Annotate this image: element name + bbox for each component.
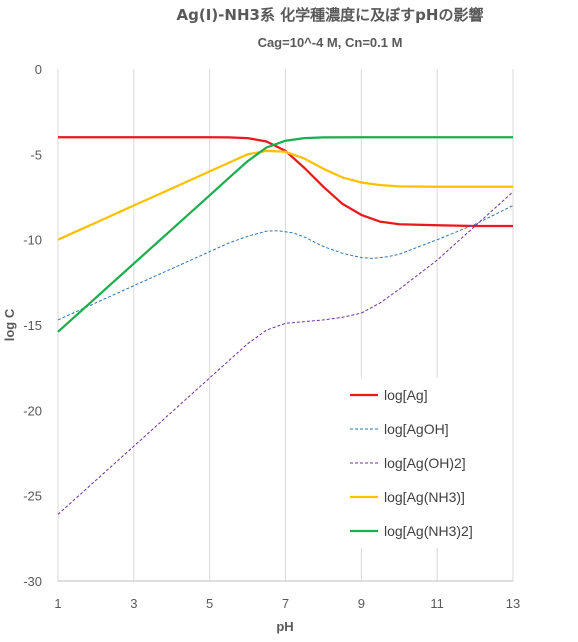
legend-label: log[Ag(NH3)2] [384, 523, 473, 539]
y-axis-title: log C [2, 308, 17, 341]
x-tick-label: 9 [358, 596, 365, 611]
series-line-5 [57, 136, 513, 333]
y-tick-label: -10 [23, 233, 42, 248]
chart-subtitle: Cag=10^-4 M, Cn=0.1 M [258, 35, 403, 50]
y-tick-label: -15 [23, 318, 42, 333]
x-tick-label: 5 [206, 596, 213, 611]
legend-label: log[AgOH] [384, 421, 449, 437]
legend-label: log[Ag(NH3)] [384, 489, 465, 505]
axes: 1 3 5 7 9 11 130-5-10-15-20-25-30 [23, 62, 520, 611]
x-tick-label: 1 [54, 596, 61, 611]
x-axis-title: pH [276, 619, 293, 634]
y-tick-label: -5 [30, 147, 42, 162]
series-lines [57, 136, 514, 515]
x-tick-label: 3 [130, 596, 137, 611]
y-tick-label: 0 [35, 62, 42, 77]
y-tick-label: -30 [23, 574, 42, 589]
legend-label: log[Ag] [384, 387, 428, 403]
chart-title: Ag(I)-NH3系 化学種濃度に及ぼすpHの影響 [177, 6, 484, 24]
legend: log[Ag] log[AgOH] log[Ag(OH)2] log[Ag(NH3)]… [345, 378, 480, 548]
series-line-1 [58, 136, 513, 228]
series-line-4 [57, 149, 513, 241]
series-line-2 [57, 205, 514, 321]
y-tick-label: -25 [23, 489, 42, 504]
y-tick-label: -20 [23, 403, 42, 418]
x-tick-label: 11 [430, 596, 444, 611]
x-tick-label: 7 [282, 596, 289, 611]
grid-lines [57, 69, 514, 581]
legend-label: log[Ag(OH)2] [384, 455, 466, 471]
x-tick-label: 13 [506, 596, 520, 611]
